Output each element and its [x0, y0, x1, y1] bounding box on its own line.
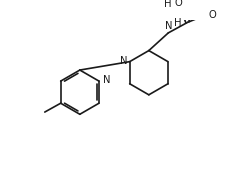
Text: O: O — [209, 10, 217, 20]
Text: N: N — [120, 56, 127, 66]
Text: N: N — [165, 21, 173, 31]
Text: N: N — [103, 75, 110, 85]
Text: O: O — [174, 0, 182, 8]
Text: H: H — [175, 19, 182, 29]
Text: H: H — [164, 0, 172, 9]
